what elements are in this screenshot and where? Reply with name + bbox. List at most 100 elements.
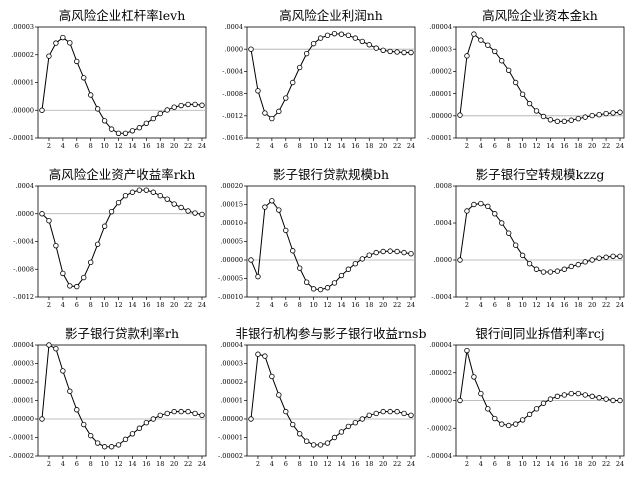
data-point: [87, 432, 94, 439]
data-point: [81, 274, 87, 281]
x-tick-label: 8: [298, 460, 302, 468]
data-point: [492, 48, 498, 55]
data-point: [171, 201, 177, 207]
x-tick-label: 8: [89, 460, 93, 468]
x-tick-label: 2: [47, 460, 51, 468]
data-point: [310, 442, 317, 448]
x-tick-label: 6: [493, 142, 497, 150]
data-point: [74, 58, 80, 65]
data-point: [129, 431, 136, 437]
x-tick-label: 2: [47, 142, 51, 150]
data-point: [303, 50, 310, 57]
data-point: [129, 128, 136, 134]
chart-title: 银行间同业拆借利率rcj: [475, 326, 604, 341]
data-point: [561, 118, 568, 125]
data-point: [519, 252, 526, 259]
data-point: [596, 111, 602, 118]
data-point: [526, 261, 533, 267]
data-point: [492, 415, 498, 422]
chart-title: 高风险企业资本金kh: [482, 8, 598, 23]
data-point: [533, 266, 540, 272]
plot-frame: [246, 344, 416, 457]
x-tick-label: 6: [75, 460, 79, 468]
data-point: [199, 211, 205, 218]
x-tick-label: 16: [560, 460, 568, 468]
x-tick-label: 4: [270, 142, 274, 150]
x-tick-label: 4: [270, 460, 274, 468]
x-tick-label: 14: [337, 301, 345, 309]
x-tick-label: 16: [142, 460, 150, 468]
data-point: [380, 408, 386, 415]
x-tick-label: 20: [170, 301, 178, 309]
series-line: [41, 344, 203, 448]
x-tick-label: 6: [284, 460, 288, 468]
data-point: [499, 421, 505, 427]
chart-panel: 高风险企业利润nh -.0016 -.0012 -.0008 -.0004 .0000 .0…: [222, 8, 416, 150]
x-tick-label: 20: [588, 301, 596, 309]
data-point: [575, 261, 581, 268]
data-point: [471, 31, 477, 37]
data-point: [345, 423, 352, 430]
data-point: [290, 79, 296, 86]
plot-frame: [37, 344, 207, 457]
x-tick-label: 16: [351, 301, 359, 309]
data-point: [547, 269, 554, 275]
y-tick-label: .00005: [220, 238, 243, 246]
data-point: [150, 416, 157, 422]
x-tick-label: 20: [588, 460, 596, 468]
data-point: [255, 273, 261, 280]
x-tick-label: 6: [75, 301, 79, 309]
data-point: [401, 49, 407, 56]
x-tick-label: 14: [546, 142, 554, 150]
data-point: [568, 263, 575, 270]
data-point: [387, 248, 393, 254]
data-point: [108, 126, 115, 132]
data-point: [345, 266, 352, 272]
x-tick-label: 24: [198, 142, 206, 150]
x-tick-label: 18: [156, 301, 164, 309]
chart-panel: 高风险企业资本金kh -.00001 .00000 .00001 .00002 .0000…: [427, 8, 625, 150]
x-tick-label: 14: [128, 301, 136, 309]
x-tick-label: 8: [298, 142, 302, 150]
data-point: [540, 400, 547, 406]
x-tick-label: 14: [337, 142, 345, 150]
data-point: [87, 92, 94, 98]
data-point: [582, 392, 588, 398]
x-tick-label: 4: [270, 301, 274, 309]
data-point: [582, 259, 588, 265]
x-tick-label: 10: [518, 301, 526, 309]
x-tick-label: 8: [507, 460, 511, 468]
data-point: [345, 32, 352, 39]
x-tick-label: 14: [128, 460, 136, 468]
data-point: [192, 410, 198, 417]
data-point: [115, 199, 122, 206]
x-tick-label: 8: [507, 142, 511, 150]
chart-title: 高风险企业利润nh: [279, 8, 383, 23]
data-point: [150, 189, 157, 195]
x-tick-label: 14: [337, 460, 345, 468]
data-point: [373, 249, 379, 256]
y-tick-label: .00004: [220, 341, 243, 349]
data-point: [533, 108, 540, 114]
x-tick-label: 16: [560, 301, 568, 309]
data-point: [171, 408, 177, 415]
series-line: [250, 353, 412, 446]
x-tick-label: 4: [61, 301, 65, 309]
x-tick-label: 10: [100, 142, 108, 150]
x-tick-label: 18: [574, 142, 582, 150]
y-tick-label: -.00002: [9, 452, 34, 460]
data-point: [276, 108, 282, 115]
data-point: [457, 112, 463, 118]
data-point: [262, 353, 268, 359]
x-tick-label: 20: [170, 142, 178, 150]
data-point: [101, 444, 108, 450]
data-point: [408, 49, 414, 56]
data-point: [46, 217, 52, 224]
data-point: [317, 442, 324, 448]
y-tick-label: .00000: [11, 415, 34, 423]
x-tick-label: 14: [546, 460, 554, 468]
data-point: [589, 257, 595, 263]
series-line: [459, 350, 620, 426]
